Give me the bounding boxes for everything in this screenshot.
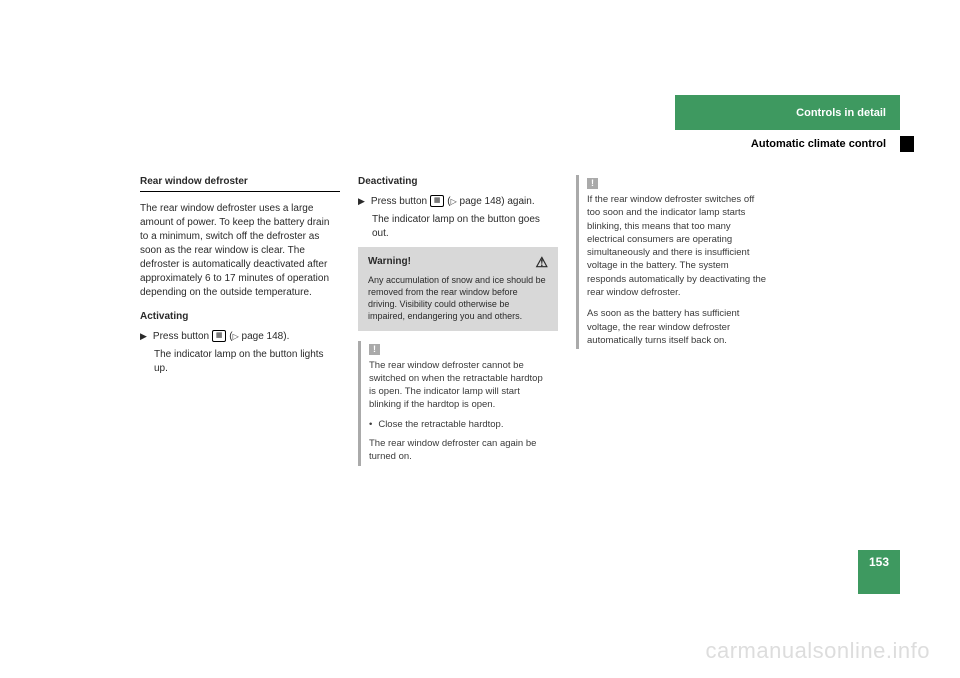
activating-prefix: Press button bbox=[153, 331, 209, 342]
deactivating-prefix: Press button bbox=[371, 196, 427, 207]
warning-body: Any accumulation of snow and ice should … bbox=[368, 274, 548, 323]
activating-step-text: Press button ▦ (▷ page 148). bbox=[153, 330, 340, 344]
activating-heading: Activating bbox=[140, 310, 340, 324]
section-title: Automatic climate control bbox=[751, 138, 886, 150]
defrost-button-icon: ▦ bbox=[430, 195, 445, 207]
note-box-2: ! If the rear window defroster switches … bbox=[576, 175, 776, 349]
column-3: ! If the rear window defroster switches … bbox=[576, 175, 776, 466]
note1-paragraph2: The rear window defroster can again be t… bbox=[369, 437, 552, 464]
rear-defroster-heading: Rear window defroster bbox=[140, 175, 340, 192]
deactivating-step-text: Press button ▦ (▷ page 148) again. bbox=[371, 195, 558, 209]
column-1: Rear window defroster The rear window de… bbox=[140, 175, 340, 466]
note1-paragraph1: The rear window defroster cannot be swit… bbox=[369, 359, 552, 412]
watermark-text: carmanualsonline.info bbox=[705, 638, 930, 664]
note1-bullet: • Close the retractable hardtop. bbox=[369, 418, 552, 431]
note1-bullet-text: Close the retractable hardtop. bbox=[378, 418, 503, 431]
warning-box: Warning! ⚠ Any accumulation of snow and … bbox=[358, 247, 558, 331]
note2-paragraph2: As soon as the battery has sufficient vo… bbox=[587, 307, 770, 347]
section-header: Automatic climate control bbox=[360, 138, 900, 150]
deactivating-heading: Deactivating bbox=[358, 175, 558, 189]
note-icon: ! bbox=[369, 344, 380, 355]
bullet-dot: • bbox=[369, 418, 372, 431]
column-2: Deactivating ▶ Press button ▦ (▷ page 14… bbox=[358, 175, 558, 466]
step-marker-icon: ▶ bbox=[140, 330, 147, 344]
page-number-box: 153 bbox=[858, 550, 900, 594]
deactivating-step: ▶ Press button ▦ (▷ page 148) again. bbox=[358, 195, 558, 209]
activating-result: The indicator lamp on the button lights … bbox=[154, 348, 340, 376]
chapter-header: Controls in detail bbox=[675, 95, 900, 130]
deactivating-result: The indicator lamp on the button goes ou… bbox=[372, 213, 558, 241]
page-ref-icon: ▷ bbox=[233, 332, 239, 341]
intro-paragraph: The rear window defroster uses a large a… bbox=[140, 202, 340, 300]
chapter-title: Controls in detail bbox=[796, 107, 886, 119]
page-ref-icon: ▷ bbox=[451, 197, 457, 206]
note2-paragraph1: If the rear window defroster switches of… bbox=[587, 193, 770, 299]
warning-title: Warning! bbox=[368, 255, 411, 269]
activating-suffix: page 148). bbox=[242, 331, 290, 342]
step-marker-icon: ▶ bbox=[358, 195, 365, 209]
page-number: 153 bbox=[869, 555, 889, 569]
content-columns: Rear window defroster The rear window de… bbox=[140, 175, 900, 466]
note-icon: ! bbox=[587, 178, 598, 189]
defrost-button-icon: ▦ bbox=[212, 330, 227, 342]
note-box-1: ! The rear window defroster cannot be sw… bbox=[358, 341, 558, 466]
deactivating-suffix: page 148) again. bbox=[460, 196, 535, 207]
warning-triangle-icon: ⚠ bbox=[535, 255, 548, 269]
page-root: Controls in detail Automatic climate con… bbox=[0, 0, 960, 678]
activating-step: ▶ Press button ▦ (▷ page 148). bbox=[140, 330, 340, 344]
warning-header: Warning! ⚠ bbox=[368, 255, 548, 269]
